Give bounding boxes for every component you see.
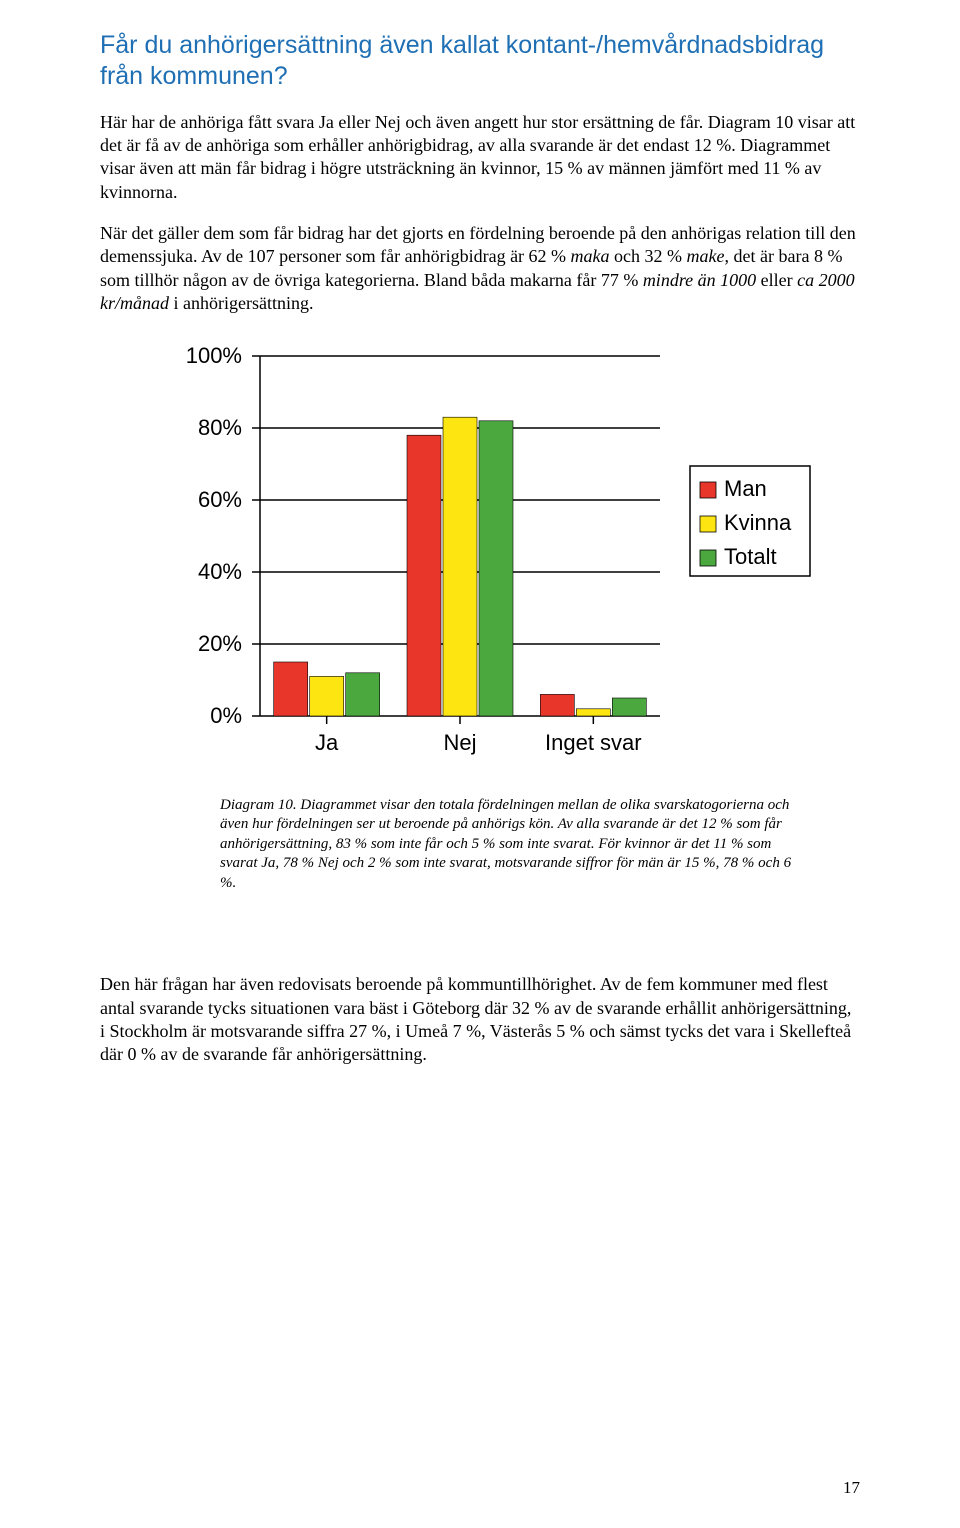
paragraph-2: När det gäller dem som får bidrag har de… (100, 222, 860, 316)
p2-italic-3: mindre än 1000 (643, 270, 756, 290)
svg-text:Ja: Ja (315, 730, 339, 755)
svg-text:0%: 0% (210, 703, 242, 728)
bar-chart: 0% 20% 40% 60% 80% 100% Ja Nej Inget svar Man Kvin… (160, 346, 820, 776)
section-heading: Får du anhörigersättning även kallat kon… (100, 30, 860, 93)
p2-text: i anhörigersättning. (169, 293, 313, 313)
chart-caption: Diagram 10. Diagrammet visar den totala … (220, 796, 810, 894)
svg-text:80%: 80% (198, 415, 242, 440)
svg-text:20%: 20% (198, 631, 242, 656)
paragraph-3: Den här frågan har även redovisats beroe… (100, 973, 860, 1067)
chart-container: 0% 20% 40% 60% 80% 100% Ja Nej Inget svar Man Kvin… (160, 346, 860, 776)
paragraph-1: Här har de anhöriga fått svara Ja eller … (100, 111, 860, 205)
p2-text: eller (756, 270, 797, 290)
svg-text:40%: 40% (198, 559, 242, 584)
svg-text:60%: 60% (198, 487, 242, 512)
svg-text:Kvinna: Kvinna (724, 510, 792, 535)
svg-text:Inget svar: Inget svar (545, 730, 642, 755)
page-number: 17 (843, 1478, 860, 1498)
caption-lead: Diagram 10. (220, 797, 297, 813)
caption-body: Diagrammet visar den totala fördelningen… (220, 797, 791, 891)
p2-italic-2: make (687, 246, 725, 266)
svg-text:Nej: Nej (443, 730, 476, 755)
svg-text:Totalt: Totalt (724, 544, 777, 569)
p2-text: och 32 % (610, 246, 687, 266)
p2-italic-1: maka (571, 246, 610, 266)
svg-text:100%: 100% (186, 346, 242, 368)
svg-text:Man: Man (724, 476, 767, 501)
